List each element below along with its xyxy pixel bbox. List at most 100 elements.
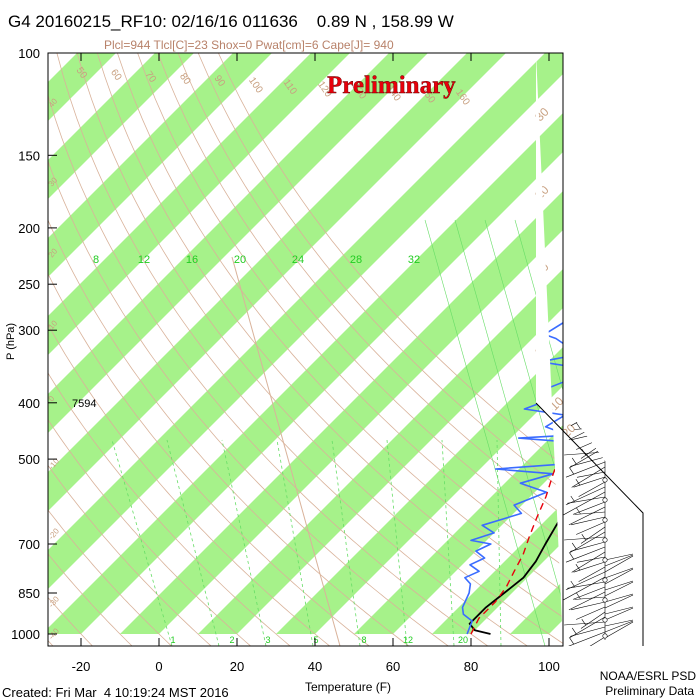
- mixing-ratio-line: [221, 439, 267, 646]
- wind-barb: [588, 271, 606, 284]
- wind-dot: [603, 90, 607, 94]
- wind-level-circle: [602, 517, 608, 523]
- wind-barb: [604, 580, 634, 591]
- wind-barb: [583, 391, 606, 400]
- dry-adiabat: [48, 372, 291, 646]
- wind-barb: [570, 456, 606, 467]
- wind-barb: [580, 526, 606, 544]
- wind-barb: [582, 256, 606, 260]
- y-tick-label: 100: [18, 46, 40, 61]
- y-tick-label: 400: [18, 396, 40, 411]
- wind-barb: [571, 636, 606, 646]
- wind-barb: [574, 596, 606, 600]
- mixing-ratio-line: [331, 439, 361, 646]
- adiabat-label: 0: [47, 394, 57, 404]
- y-tick-label: 300: [18, 323, 40, 338]
- wind-barb: [580, 246, 606, 257]
- mixing-ratio-label: 28: [350, 254, 362, 266]
- y-tick-label: 700: [18, 537, 40, 552]
- wind-barb-flag: [587, 359, 593, 366]
- wind-barb: [571, 466, 606, 488]
- wind-barb: [574, 316, 606, 332]
- wind-barb: [586, 396, 606, 408]
- wind-barb: [576, 411, 606, 418]
- wind-barb: [576, 241, 606, 248]
- isotherm-band: [48, 53, 506, 511]
- mixing-ratio-line: [276, 439, 314, 646]
- wind-level-circle: [602, 257, 608, 263]
- wind-barb: [567, 496, 606, 504]
- dry-adiabat: [48, 219, 410, 646]
- wind-barb: [578, 371, 606, 380]
- temperature-series-line: [468, 512, 563, 635]
- wind-barb: [584, 216, 606, 222]
- wind-barb: [604, 621, 634, 639]
- wind-barb-flag: [578, 369, 583, 376]
- wind-barb: [563, 491, 606, 517]
- dry-adiabat: [48, 272, 370, 646]
- dry-adiabat: [117, 53, 563, 592]
- wind-barb: [576, 276, 606, 294]
- preliminary-stamp: Preliminary: [327, 72, 456, 99]
- wind-barb: [578, 336, 606, 351]
- wind-barb-flag: [576, 592, 581, 600]
- wind-barb: [604, 555, 634, 573]
- dry-adiabat: [137, 53, 563, 567]
- wind-barb: [565, 461, 606, 478]
- x-tick-label: 20: [230, 659, 244, 674]
- wind-barb-flag: [576, 422, 581, 430]
- mixing-ratio-label: 12: [403, 635, 413, 645]
- y-tick-label: 250: [18, 277, 40, 292]
- mixing-ratio-line: [386, 439, 408, 646]
- dry-adiabat: [96, 53, 563, 618]
- wind-barb: [565, 546, 606, 563]
- wind-barb: [604, 594, 634, 609]
- wind-barb: [573, 561, 606, 573]
- wind-barb-flag: [570, 580, 576, 588]
- wind-barb: [588, 356, 606, 369]
- mixing-ratio-label: 8: [93, 254, 99, 266]
- wind-level-circle: [602, 577, 608, 583]
- wind-barb: [580, 441, 606, 459]
- created-timestamp: Created: Fri Mar 4 10:19:24 MST 2016: [2, 685, 229, 700]
- wind-level-circle: [602, 477, 608, 483]
- wind-barb: [604, 567, 634, 579]
- wind-barb: [604, 554, 634, 567]
- isotherm-band: [48, 53, 563, 589]
- wind-barb: [575, 376, 606, 389]
- dry-adiabat: [48, 553, 133, 646]
- wind-level-circle: [602, 537, 608, 543]
- plot-frame: [47, 52, 564, 647]
- wind-barb: [604, 620, 634, 633]
- wind-barb: [572, 586, 606, 600]
- wind-barb: [580, 416, 606, 427]
- mixing-ratio-label: 20: [234, 254, 246, 266]
- wind-barb: [568, 616, 606, 639]
- wind-barb: [574, 511, 606, 515]
- wind-barb-flag: [583, 221, 588, 228]
- dry-adiabats: [48, 53, 563, 646]
- x-tick-label: 100: [538, 659, 560, 674]
- wind-barb: [584, 386, 606, 392]
- dry-adiabat: [177, 53, 563, 516]
- wind-level-circle: [602, 557, 608, 563]
- wind-level-circle: [602, 322, 608, 328]
- wind-barb-flag: [569, 468, 575, 475]
- mixing-ratio-label: 12: [138, 254, 150, 266]
- wind-barb: [585, 351, 606, 361]
- y-tick-label: 150: [18, 148, 40, 163]
- isotherm-band: [510, 581, 563, 634]
- wind-barb: [604, 581, 634, 597]
- upper-mixing-ratio-line: [484, 219, 563, 499]
- wind-level-circle: [602, 617, 608, 623]
- wind-barb: [573, 366, 606, 370]
- wind-barb: [604, 607, 634, 621]
- wind-barb: [580, 261, 606, 268]
- wind-barb: [604, 568, 634, 585]
- wind-barb-flag: [581, 619, 587, 626]
- wind-level-circle: [602, 397, 608, 403]
- wind-barb-flag: [587, 274, 593, 281]
- mixing-ratio-label: 8: [361, 635, 366, 645]
- wind-barb-flag: [576, 507, 581, 515]
